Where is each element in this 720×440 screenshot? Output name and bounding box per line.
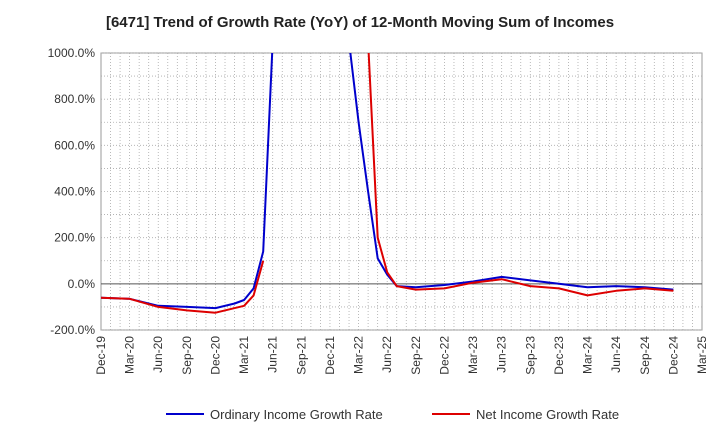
x-tick-label: Jun-21: [266, 336, 280, 373]
y-tick-label: -200.0%: [50, 323, 95, 337]
x-tick-label: Jun-22: [380, 336, 394, 373]
chart-title: [6471] Trend of Growth Rate (YoY) of 12-…: [105, 14, 615, 31]
x-tick-label: Sep-22: [409, 336, 423, 375]
x-axis-ticks: Dec-19 Mar-20 Jun-20 Sep-20 Dec-20 Mar-21 Jun-…: [94, 336, 709, 375]
x-tick-label: Dec-24: [666, 336, 680, 375]
x-tick-label: Dec-19: [94, 336, 108, 375]
x-tick-label: Dec-21: [323, 336, 337, 375]
y-tick-label: 800.0%: [54, 92, 95, 106]
legend-label: Ordinary Income Growth Rate: [210, 407, 383, 422]
x-tick-label: Mar-22: [352, 336, 366, 374]
y-tick-label: 600.0%: [54, 138, 95, 152]
x-tick-label: Dec-22: [437, 336, 451, 375]
y-tick-label: 200.0%: [54, 231, 95, 245]
legend: Ordinary Income Growth Rate Net Income Gr…: [166, 407, 619, 422]
x-tick-label: Mar-24: [581, 336, 595, 374]
y-axis-ticks: -200.0% 0.0% 200.0% 400.0% 600.0% 800.0% 1000.…: [48, 46, 96, 337]
series-lines: [101, 53, 674, 314]
series-line-2: [367, 53, 674, 297]
x-tick-label: Jun-24: [609, 336, 623, 373]
series-line-2: [101, 260, 265, 314]
x-tick-label: Jun-20: [151, 336, 165, 373]
x-tick-label: Dec-20: [208, 336, 222, 375]
x-tick-label: Sep-21: [294, 336, 308, 375]
series-line-1: [101, 53, 674, 310]
y-tick-label: 0.0%: [68, 277, 96, 291]
x-tick-label: Dec-23: [552, 336, 566, 375]
x-tick-label: Mar-25: [695, 336, 709, 374]
x-tick-label: Sep-24: [638, 336, 652, 375]
y-tick-label: 400.0%: [54, 185, 95, 199]
x-tick-label: Mar-23: [466, 336, 480, 374]
x-tick-label: Sep-20: [180, 336, 194, 375]
x-tick-label: Mar-20: [123, 336, 137, 374]
legend-label: Net Income Growth Rate: [476, 407, 619, 422]
x-tick-label: Sep-23: [523, 336, 537, 375]
grid-lines: [101, 52, 702, 331]
y-tick-label: 1000.0%: [48, 46, 96, 60]
x-tick-label: Mar-21: [237, 336, 251, 374]
x-tick-label: Jun-23: [495, 336, 509, 373]
